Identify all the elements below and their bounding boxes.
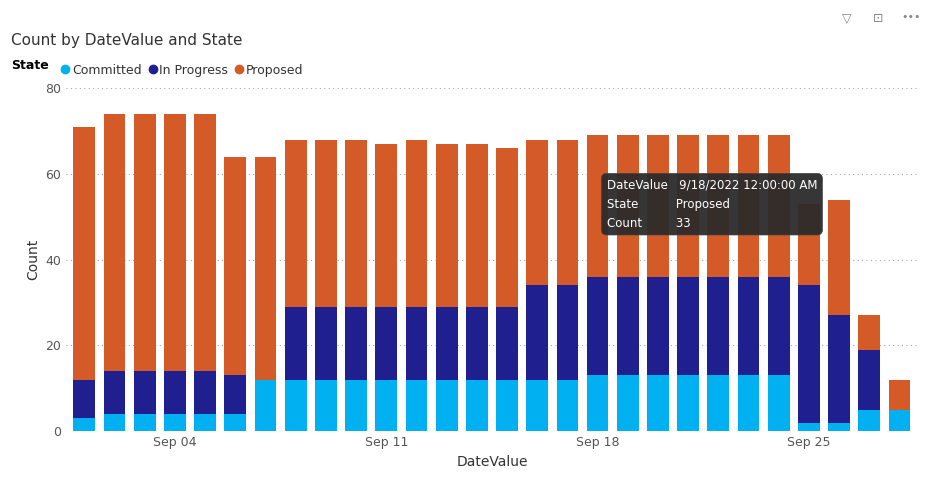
Text: ⊡: ⊡ (872, 12, 884, 25)
Bar (164, 371, 185, 414)
Bar (496, 380, 517, 431)
Bar (496, 148, 517, 307)
X-axis label: DateValue: DateValue (456, 455, 528, 468)
Bar (224, 375, 246, 414)
Bar (858, 350, 880, 410)
Bar (104, 371, 126, 414)
Bar (858, 316, 880, 350)
Bar (466, 307, 488, 380)
Bar (164, 414, 185, 431)
Bar (829, 422, 850, 431)
Bar (798, 422, 820, 431)
Text: ▽: ▽ (842, 12, 851, 25)
Bar (376, 144, 397, 307)
Bar (556, 140, 578, 285)
Bar (526, 380, 548, 431)
Bar (829, 316, 850, 422)
Bar (194, 371, 216, 414)
Bar (556, 285, 578, 380)
Bar (738, 135, 760, 277)
Bar (466, 380, 488, 431)
Bar (768, 135, 790, 277)
Bar (133, 414, 155, 431)
Bar (617, 277, 639, 375)
Bar (647, 375, 669, 431)
Bar (888, 380, 910, 410)
Y-axis label: Count: Count (26, 239, 40, 280)
Legend: Committed, In Progress, Proposed: Committed, In Progress, Proposed (62, 64, 304, 76)
Bar (798, 285, 820, 422)
Bar (406, 307, 428, 380)
Text: Count by DateValue and State: Count by DateValue and State (11, 33, 242, 49)
Bar (708, 135, 729, 277)
Bar (798, 204, 820, 285)
Text: •••: ••• (902, 12, 920, 22)
Bar (647, 135, 669, 277)
Bar (376, 307, 397, 380)
Bar (315, 380, 337, 431)
Bar (587, 277, 608, 375)
Bar (315, 140, 337, 307)
Bar (224, 414, 246, 431)
Bar (194, 114, 216, 371)
Bar (406, 380, 428, 431)
Bar (677, 375, 699, 431)
Bar (768, 375, 790, 431)
Text: DateValue   9/18/2022 12:00:00 AM
State          Proposed
Count         33: DateValue 9/18/2022 12:00:00 AM State Pr… (606, 179, 817, 230)
Bar (436, 380, 458, 431)
Bar (254, 157, 276, 380)
Bar (677, 135, 699, 277)
Bar (285, 380, 307, 431)
Bar (194, 414, 216, 431)
Bar (617, 135, 639, 277)
Bar (829, 200, 850, 316)
Bar (526, 140, 548, 285)
Bar (254, 380, 276, 431)
Bar (587, 135, 608, 277)
Bar (858, 410, 880, 431)
Bar (738, 277, 760, 375)
Bar (526, 285, 548, 380)
Bar (677, 277, 699, 375)
Bar (406, 140, 428, 307)
Bar (224, 157, 246, 375)
Bar (74, 380, 96, 418)
Text: State: State (11, 59, 48, 72)
Bar (768, 277, 790, 375)
Bar (617, 375, 639, 431)
Bar (345, 140, 367, 307)
Bar (133, 114, 155, 371)
Bar (104, 114, 126, 371)
Bar (345, 307, 367, 380)
Bar (133, 371, 155, 414)
Bar (556, 380, 578, 431)
Bar (466, 144, 488, 307)
Bar (647, 277, 669, 375)
Bar (888, 410, 910, 431)
Bar (738, 375, 760, 431)
Bar (345, 380, 367, 431)
Bar (587, 375, 608, 431)
Bar (708, 375, 729, 431)
Bar (496, 307, 517, 380)
Bar (436, 307, 458, 380)
Bar (164, 114, 185, 371)
Bar (74, 418, 96, 431)
Bar (285, 307, 307, 380)
Bar (708, 277, 729, 375)
Bar (104, 414, 126, 431)
Bar (376, 380, 397, 431)
Bar (285, 140, 307, 307)
Bar (74, 127, 96, 380)
Bar (315, 307, 337, 380)
Bar (436, 144, 458, 307)
